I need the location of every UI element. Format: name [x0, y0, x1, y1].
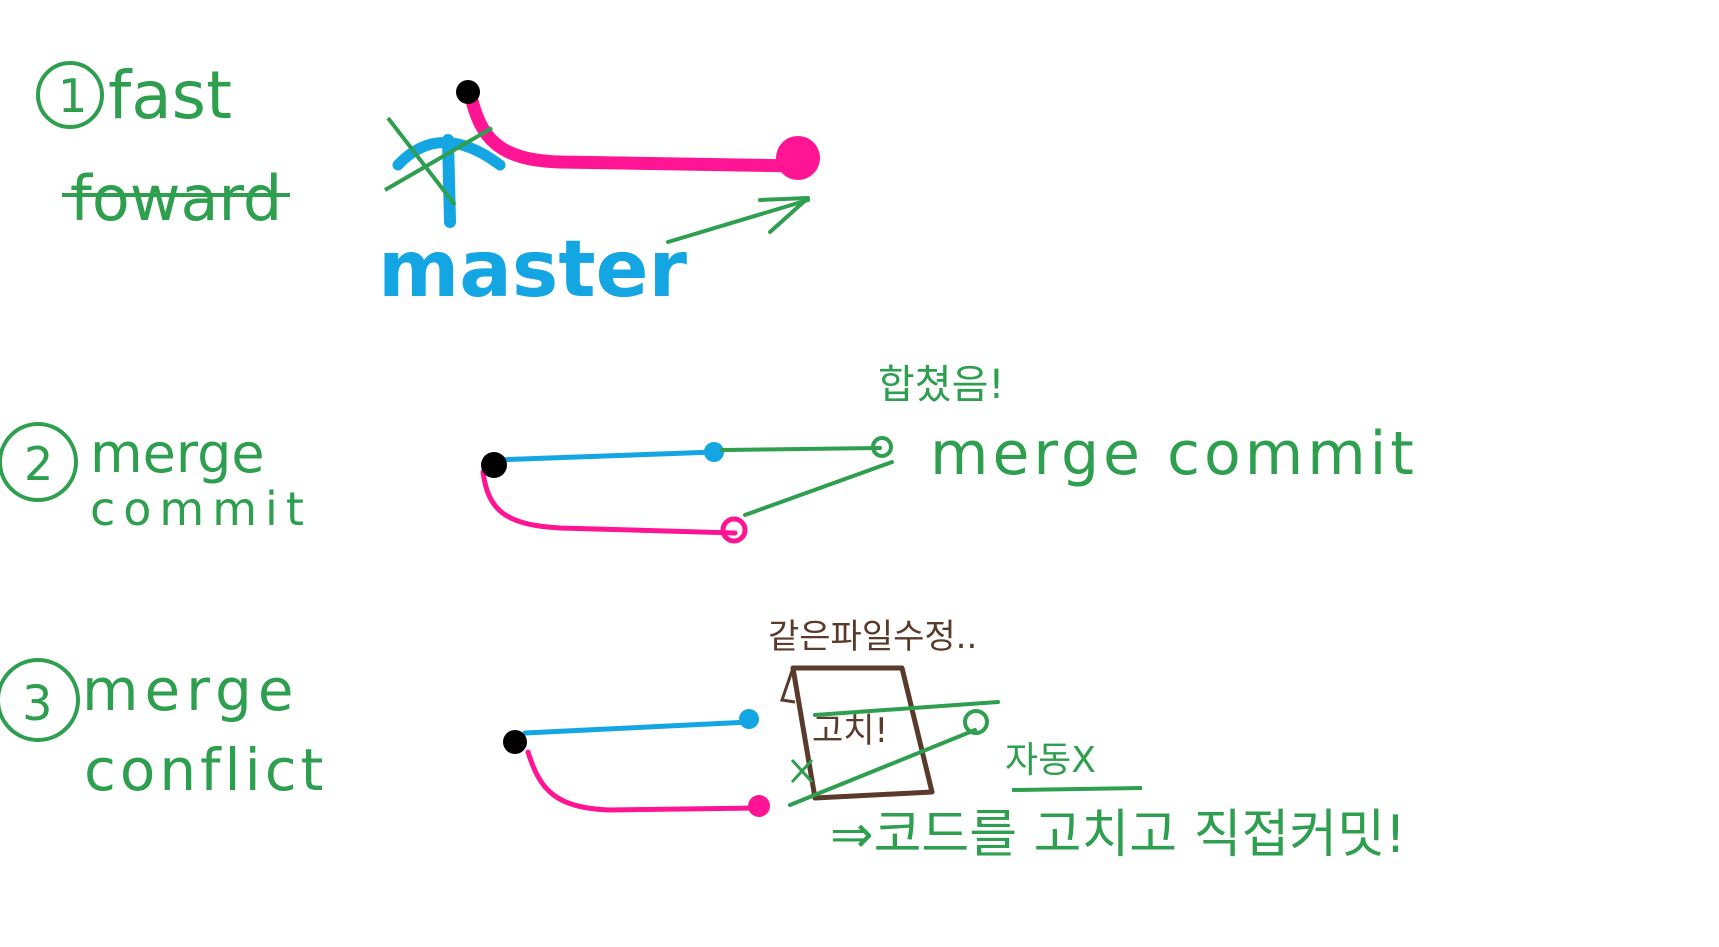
auto-note-underline — [1011, 786, 1143, 792]
cross-line-a — [386, 116, 457, 207]
blue-branch-line-3 — [522, 719, 753, 736]
pink-branch-line-2 — [480, 469, 738, 536]
section-merge-commit: 2 merge commit 합쳤음! merge commit — [0, 362, 1418, 544]
section2-title-line1: merge — [90, 422, 265, 485]
master-label: master — [378, 225, 688, 315]
pink-branch-line — [463, 85, 807, 173]
blue-commit-dot-3 — [739, 709, 759, 729]
section2-number: 2 — [24, 437, 53, 491]
base-commit-dot-3 — [503, 730, 527, 754]
section1-title-line2: foward — [70, 162, 282, 235]
section3-number: 3 — [22, 676, 53, 732]
merge-commit-dot — [871, 436, 893, 458]
section2-title-line2: commit — [90, 482, 312, 536]
x-mark-b — [790, 758, 814, 784]
master-arrowhead — [392, 137, 506, 171]
fix-note: ⇒코드를 고치고 직접커밋! — [830, 805, 1406, 865]
section1-title-line1: fast — [108, 57, 232, 134]
merge-attempt-line-top — [813, 700, 1000, 717]
number-circle-2 — [0, 422, 78, 502]
base-commit-dot — [456, 80, 480, 104]
move-arrow-shaft — [666, 198, 810, 244]
conflict-note-top: 같은파일수정.. — [768, 617, 977, 657]
pink-commit-dot-3 — [748, 795, 770, 817]
blue-commit-dot — [704, 442, 724, 462]
merge-attempt-line-bottom — [788, 728, 977, 807]
pink-branch-line-3 — [525, 749, 761, 813]
merge-line-top — [720, 446, 882, 452]
section1-number: 1 — [58, 69, 87, 123]
feature-commit-dot — [776, 136, 820, 180]
auto-note: 자동X — [1005, 740, 1096, 781]
merge-note-top: 합쳤음! — [878, 362, 1004, 408]
cross-line-b — [383, 126, 494, 192]
merge-line-bottom — [743, 460, 894, 517]
base-commit-dot-2 — [481, 452, 507, 478]
section3-title-line1: merge — [82, 656, 300, 724]
merge-commit-label: merge commit — [930, 419, 1418, 489]
number-circle-1 — [36, 61, 104, 129]
blue-branch-line — [492, 449, 718, 463]
section-merge-conflict: 3 merge conflict 고치! 같은파일수정.. 자동X ⇒코드를 고… — [0, 617, 1406, 865]
merge-attempt-dot — [963, 709, 989, 735]
section-fast-forward: 1 fast foward master — [36, 57, 820, 315]
section3-title-line2: conflict — [84, 736, 327, 804]
file-label: 고치! — [812, 711, 888, 751]
conflict-file-icon — [779, 665, 935, 801]
number-circle-3 — [0, 658, 80, 742]
move-arrow-head — [758, 196, 810, 234]
pink-commit-dot — [720, 516, 748, 544]
